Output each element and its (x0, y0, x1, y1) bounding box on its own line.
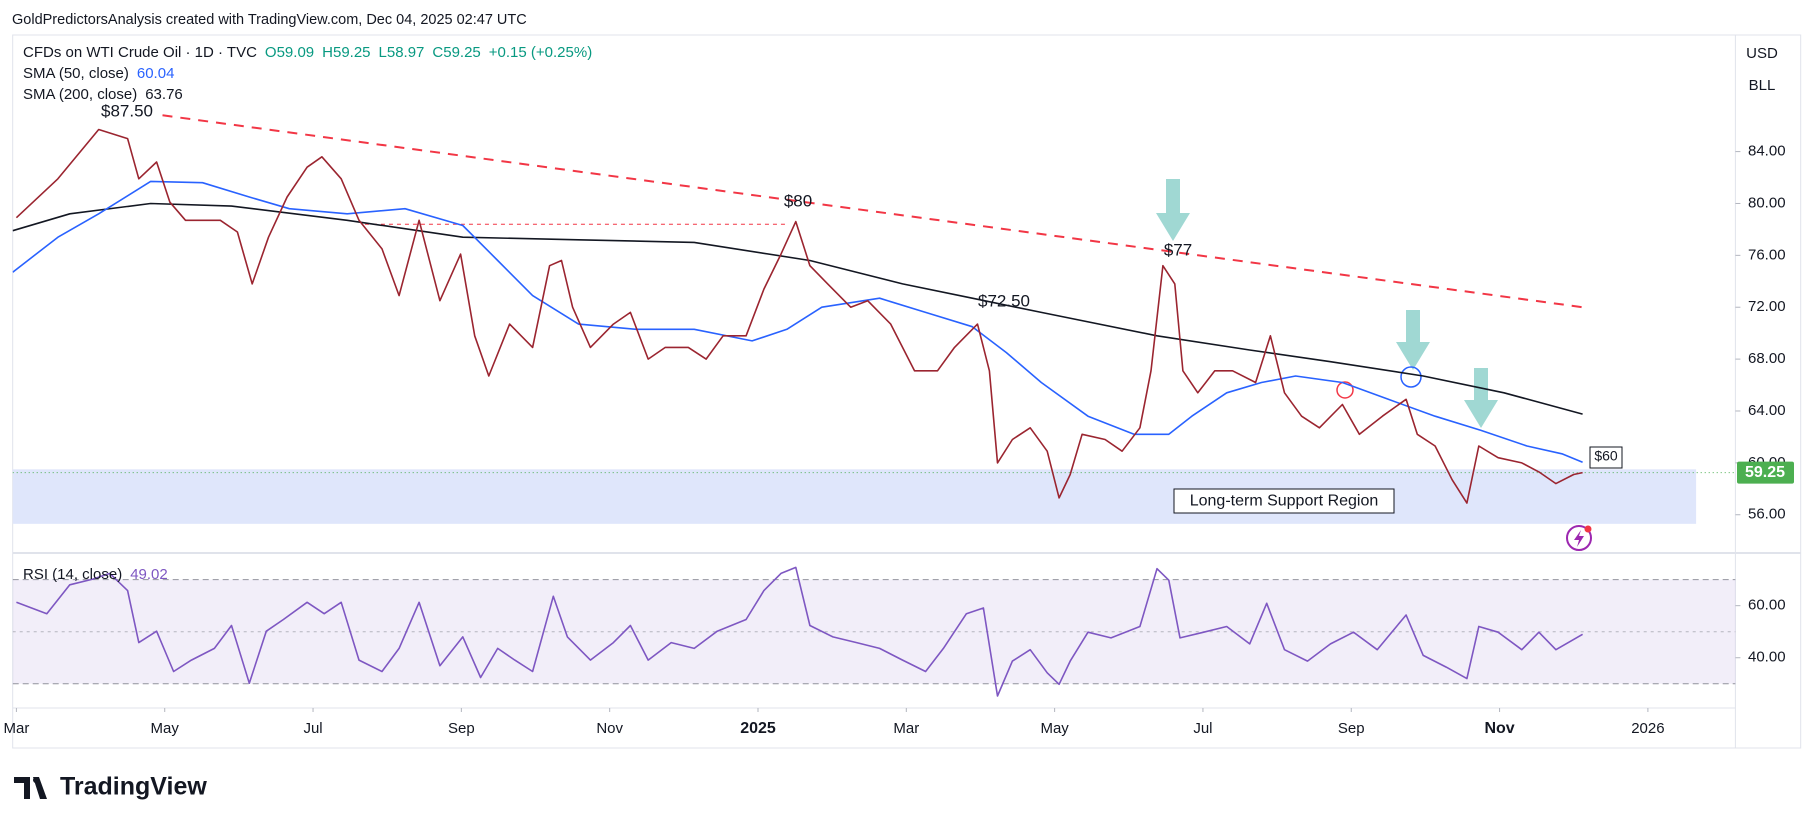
brand-logo (14, 777, 47, 799)
y-tick-label: 72.00 (1748, 298, 1786, 315)
x-tick-label: Mar (893, 720, 919, 737)
x-tick-label: 2026 (1631, 720, 1664, 737)
plot-area (12, 114, 1736, 524)
brand-name: TradingView (60, 773, 207, 801)
annotation: $60 (1594, 448, 1618, 464)
alert-ring (1566, 525, 1592, 551)
annotation: $87.50 (101, 101, 153, 120)
trendline (162, 114, 1583, 309)
last-price-tag (1737, 461, 1794, 484)
legend-item: SMA (50, close) (23, 65, 129, 82)
x-tick-label: 2025 (740, 720, 776, 737)
y-tick-label: 40.00 (1748, 649, 1786, 666)
last-price-label: 59.25 (1745, 464, 1785, 481)
x-tick-label: May (1040, 720, 1069, 737)
annotation: $72.50 (978, 291, 1030, 310)
annotation: $77 (1164, 240, 1192, 259)
alert-dot (1584, 525, 1592, 533)
annotation: $80 (784, 191, 812, 210)
y-tick-label: 80.00 (1748, 194, 1786, 211)
legend-item: 49.02 (130, 566, 168, 583)
y-tick-label: 56.00 (1748, 506, 1786, 523)
series-line (12, 202, 1583, 415)
legend-item: 60.04 (137, 65, 175, 82)
arrow (1464, 368, 1498, 428)
legend-item: SMA (200, close) (23, 86, 137, 103)
y-tick-label: 68.00 (1748, 350, 1786, 367)
y-tick-label: 60.00 (1748, 597, 1786, 614)
y-tick-label: 84.00 (1748, 143, 1786, 160)
legend-item: CFDs on WTI Crude Oil · 1D · TVC (23, 44, 257, 61)
highlight-circle (1336, 381, 1354, 399)
alert-bolt (1574, 530, 1584, 547)
support-label: Long-term Support Region (1190, 493, 1379, 510)
legend-item: H59.25 (322, 44, 370, 61)
x-tick-label: Sep (448, 720, 475, 737)
currency: USD (1746, 45, 1778, 62)
arrow (1156, 179, 1190, 241)
legend-title: RSI (14, close) 49.02 (23, 566, 168, 583)
support-region (12, 469, 1697, 524)
legend-item: C59.25 (432, 44, 480, 61)
legend-item: 63.76 (145, 86, 183, 103)
y-tick-label: 64.00 (1748, 402, 1786, 419)
x-tick-label: Nov (1484, 720, 1514, 737)
alert-icon (1566, 525, 1592, 551)
x-tick-label: Jul (303, 720, 322, 737)
x-tick-label: Jul (1193, 720, 1212, 737)
frame (12, 34, 1802, 749)
plot-area (12, 566, 1736, 697)
legend-row: SMA (50, close) 60.04 (23, 65, 174, 82)
series-line (12, 180, 1583, 464)
legend-item: +0.15 (+0.25%) (489, 44, 592, 61)
x-tick-label: Mar (3, 720, 29, 737)
x-tick-label: May (151, 720, 180, 737)
x-tick-label: Sep (1338, 720, 1365, 737)
x-tick-label: Nov (596, 720, 623, 737)
legend-row: SMA (200, close) 63.76 (23, 86, 183, 103)
unit: BLL (1749, 77, 1776, 94)
attribution: GoldPredictorsAnalysis created with Trad… (12, 12, 527, 28)
legend-title: CFDs on WTI Crude Oil · 1D · TVC O59.09 H5… (23, 44, 592, 61)
brand (14, 777, 47, 799)
legend-item: L58.97 (379, 44, 425, 61)
y-tick-label: 76.00 (1748, 246, 1786, 263)
legend-item: RSI (14, close) (23, 566, 122, 583)
brand-logo-dot (33, 777, 39, 783)
arrows (1156, 179, 1498, 428)
support-label-box (1173, 488, 1395, 514)
highlight-circle (1400, 366, 1422, 388)
legend-item: O59.09 (265, 44, 314, 61)
series-line (16, 566, 1583, 697)
annotation-box (1589, 446, 1623, 469)
series-line (15, 128, 1583, 504)
arrow (1396, 310, 1430, 370)
